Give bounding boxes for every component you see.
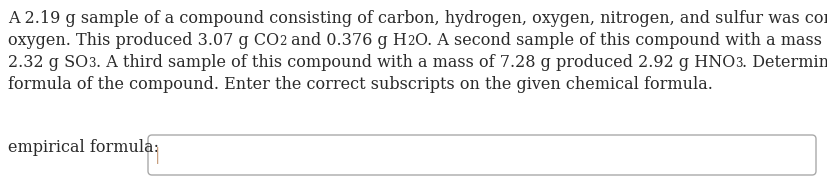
Text: 2: 2 — [408, 35, 415, 48]
Text: and 0.376 g H: and 0.376 g H — [286, 32, 408, 49]
Text: A 2.19 g sample of a compound consisting of carbon, hydrogen, oxygen, nitrogen, : A 2.19 g sample of a compound consisting… — [8, 10, 827, 27]
FancyBboxPatch shape — [148, 135, 816, 175]
Text: . Determine the empirical: . Determine the empirical — [743, 54, 827, 71]
Text: oxygen. This produced 3.07 g CO: oxygen. This produced 3.07 g CO — [8, 32, 280, 49]
Text: . A third sample of this compound with a mass of 7.28 g produced 2.92 g HNO: . A third sample of this compound with a… — [96, 54, 735, 71]
Text: 2: 2 — [280, 35, 286, 48]
Text: 2.32 g SO: 2.32 g SO — [8, 54, 88, 71]
Text: formula of the compound. Enter the correct subscripts on the given chemical form: formula of the compound. Enter the corre… — [8, 76, 713, 93]
Text: O. A second sample of this compound with a mass of 4.56 g produced: O. A second sample of this compound with… — [415, 32, 827, 49]
Text: |: | — [155, 146, 160, 164]
Text: empirical formula:: empirical formula: — [8, 139, 159, 157]
Text: 3: 3 — [735, 57, 743, 70]
Text: 3: 3 — [88, 57, 96, 70]
